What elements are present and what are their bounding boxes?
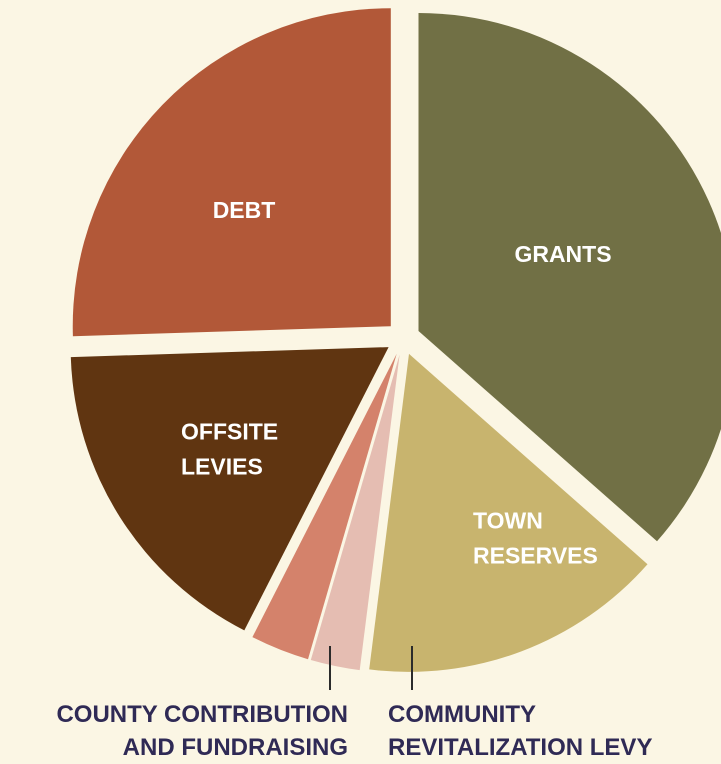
pie-slice-offsite-levies (70, 347, 389, 631)
pie-slice-town-reserves (369, 353, 648, 672)
slice-label-offsite-levies: OFFSITE LEVIES (181, 419, 278, 480)
slice-label-grants: GRANTS (514, 241, 611, 267)
pie-slice-county-contribution-and-fundraising (252, 353, 397, 660)
callout-label-county-contribution-and-fundraising: COUNTY CONTRIBUTION AND FUNDRAISING (56, 701, 348, 761)
callout-label-community-revitalization-levy: COMMUNITY REVITALIZATION LEVY (388, 701, 652, 761)
pie-slice-community-revitalization-levy (310, 354, 400, 671)
slice-label-debt: DEBT (213, 197, 276, 223)
pie-slice-debt (72, 8, 391, 337)
slice-label-town-reserves: TOWN RESERVES (473, 508, 598, 569)
pie-slice-grants (418, 13, 721, 542)
